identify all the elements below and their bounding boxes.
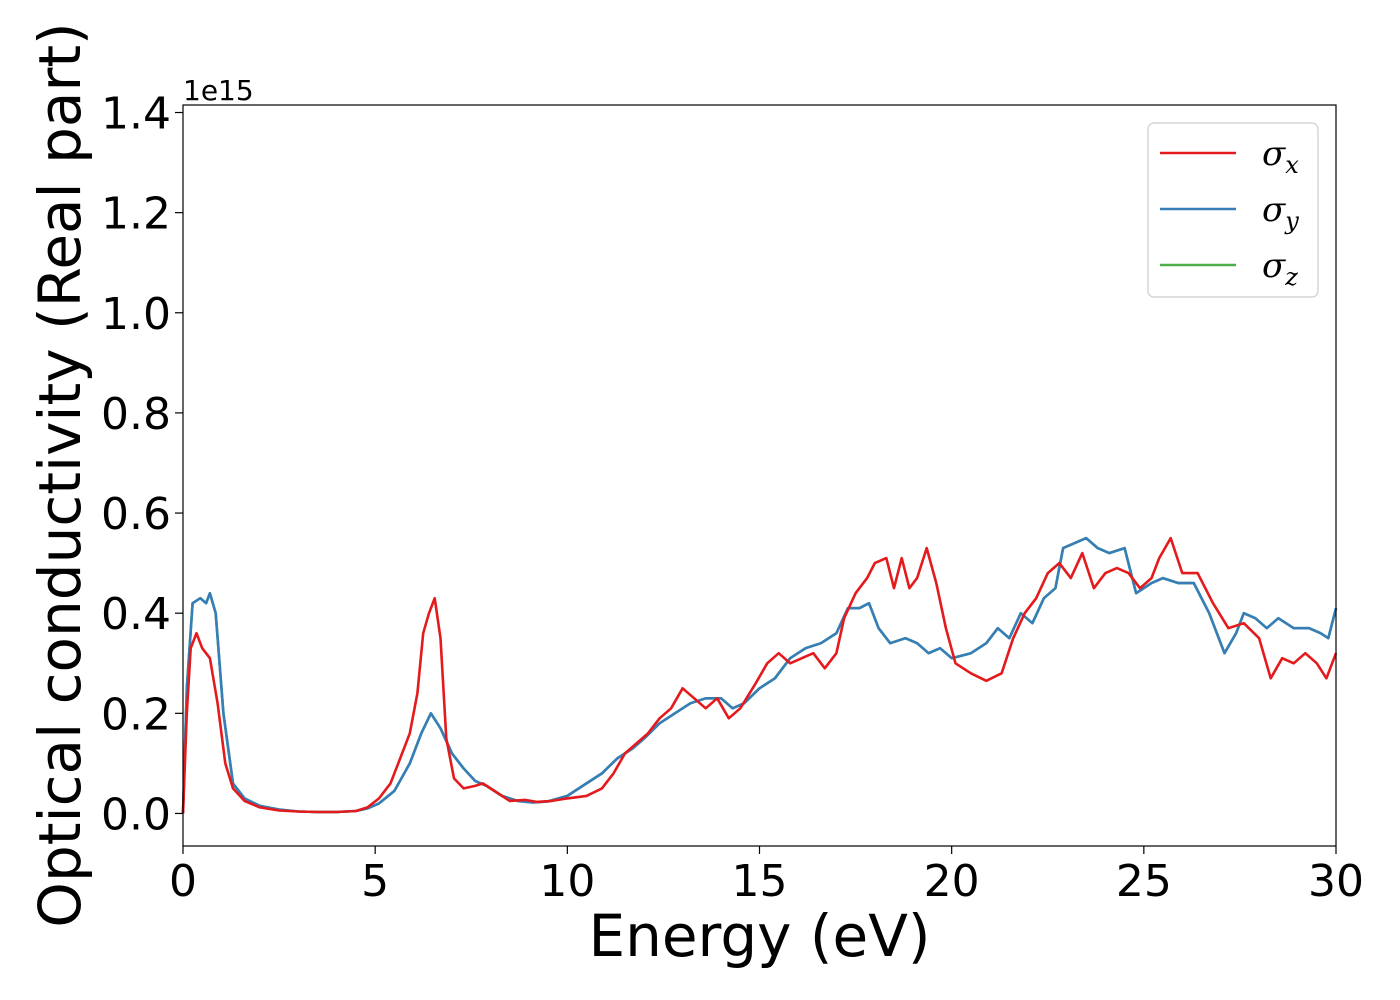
y-tick-label: 0.4 <box>101 589 171 640</box>
y-tick-label: 1.2 <box>101 189 171 240</box>
y-tick-label: 0.0 <box>101 789 171 840</box>
x-tick-label: 25 <box>1116 856 1172 907</box>
y-axis-label: Optical conductivity (Real part) <box>26 22 94 927</box>
y-tick-label: 0.6 <box>101 489 171 540</box>
y-axis-ticks: 0.0 0.2 0.4 0.6 0.8 1.0 1.2 1.4 <box>101 89 183 840</box>
x-tick-label: 15 <box>732 856 788 907</box>
x-tick-label: 10 <box>539 856 595 907</box>
series-line-x <box>181 536 1338 814</box>
y-tick-label: 0.2 <box>101 689 171 740</box>
legend-label-y: σy <box>1262 190 1299 235</box>
x-tick-label: 0 <box>169 856 197 907</box>
legend-label-x: σx <box>1262 134 1299 179</box>
legend: σx σy σz <box>1147 122 1319 298</box>
y-tick-label: 1.0 <box>101 289 171 340</box>
y-offset-label: 1e15 <box>183 74 254 107</box>
x-axis-ticks: 0 5 10 15 20 25 30 <box>169 846 1364 907</box>
legend-label-z: σz <box>1262 246 1298 291</box>
x-axis-label: Energy (eV) <box>588 902 930 970</box>
x-tick-label: 30 <box>1308 856 1364 907</box>
y-tick-label: 1.4 <box>101 89 171 140</box>
x-tick-label: 20 <box>924 856 980 907</box>
y-tick-label: 0.8 <box>101 389 171 440</box>
plot-background <box>183 105 1336 846</box>
x-tick-label: 5 <box>361 856 389 907</box>
series-layer <box>181 536 1338 814</box>
